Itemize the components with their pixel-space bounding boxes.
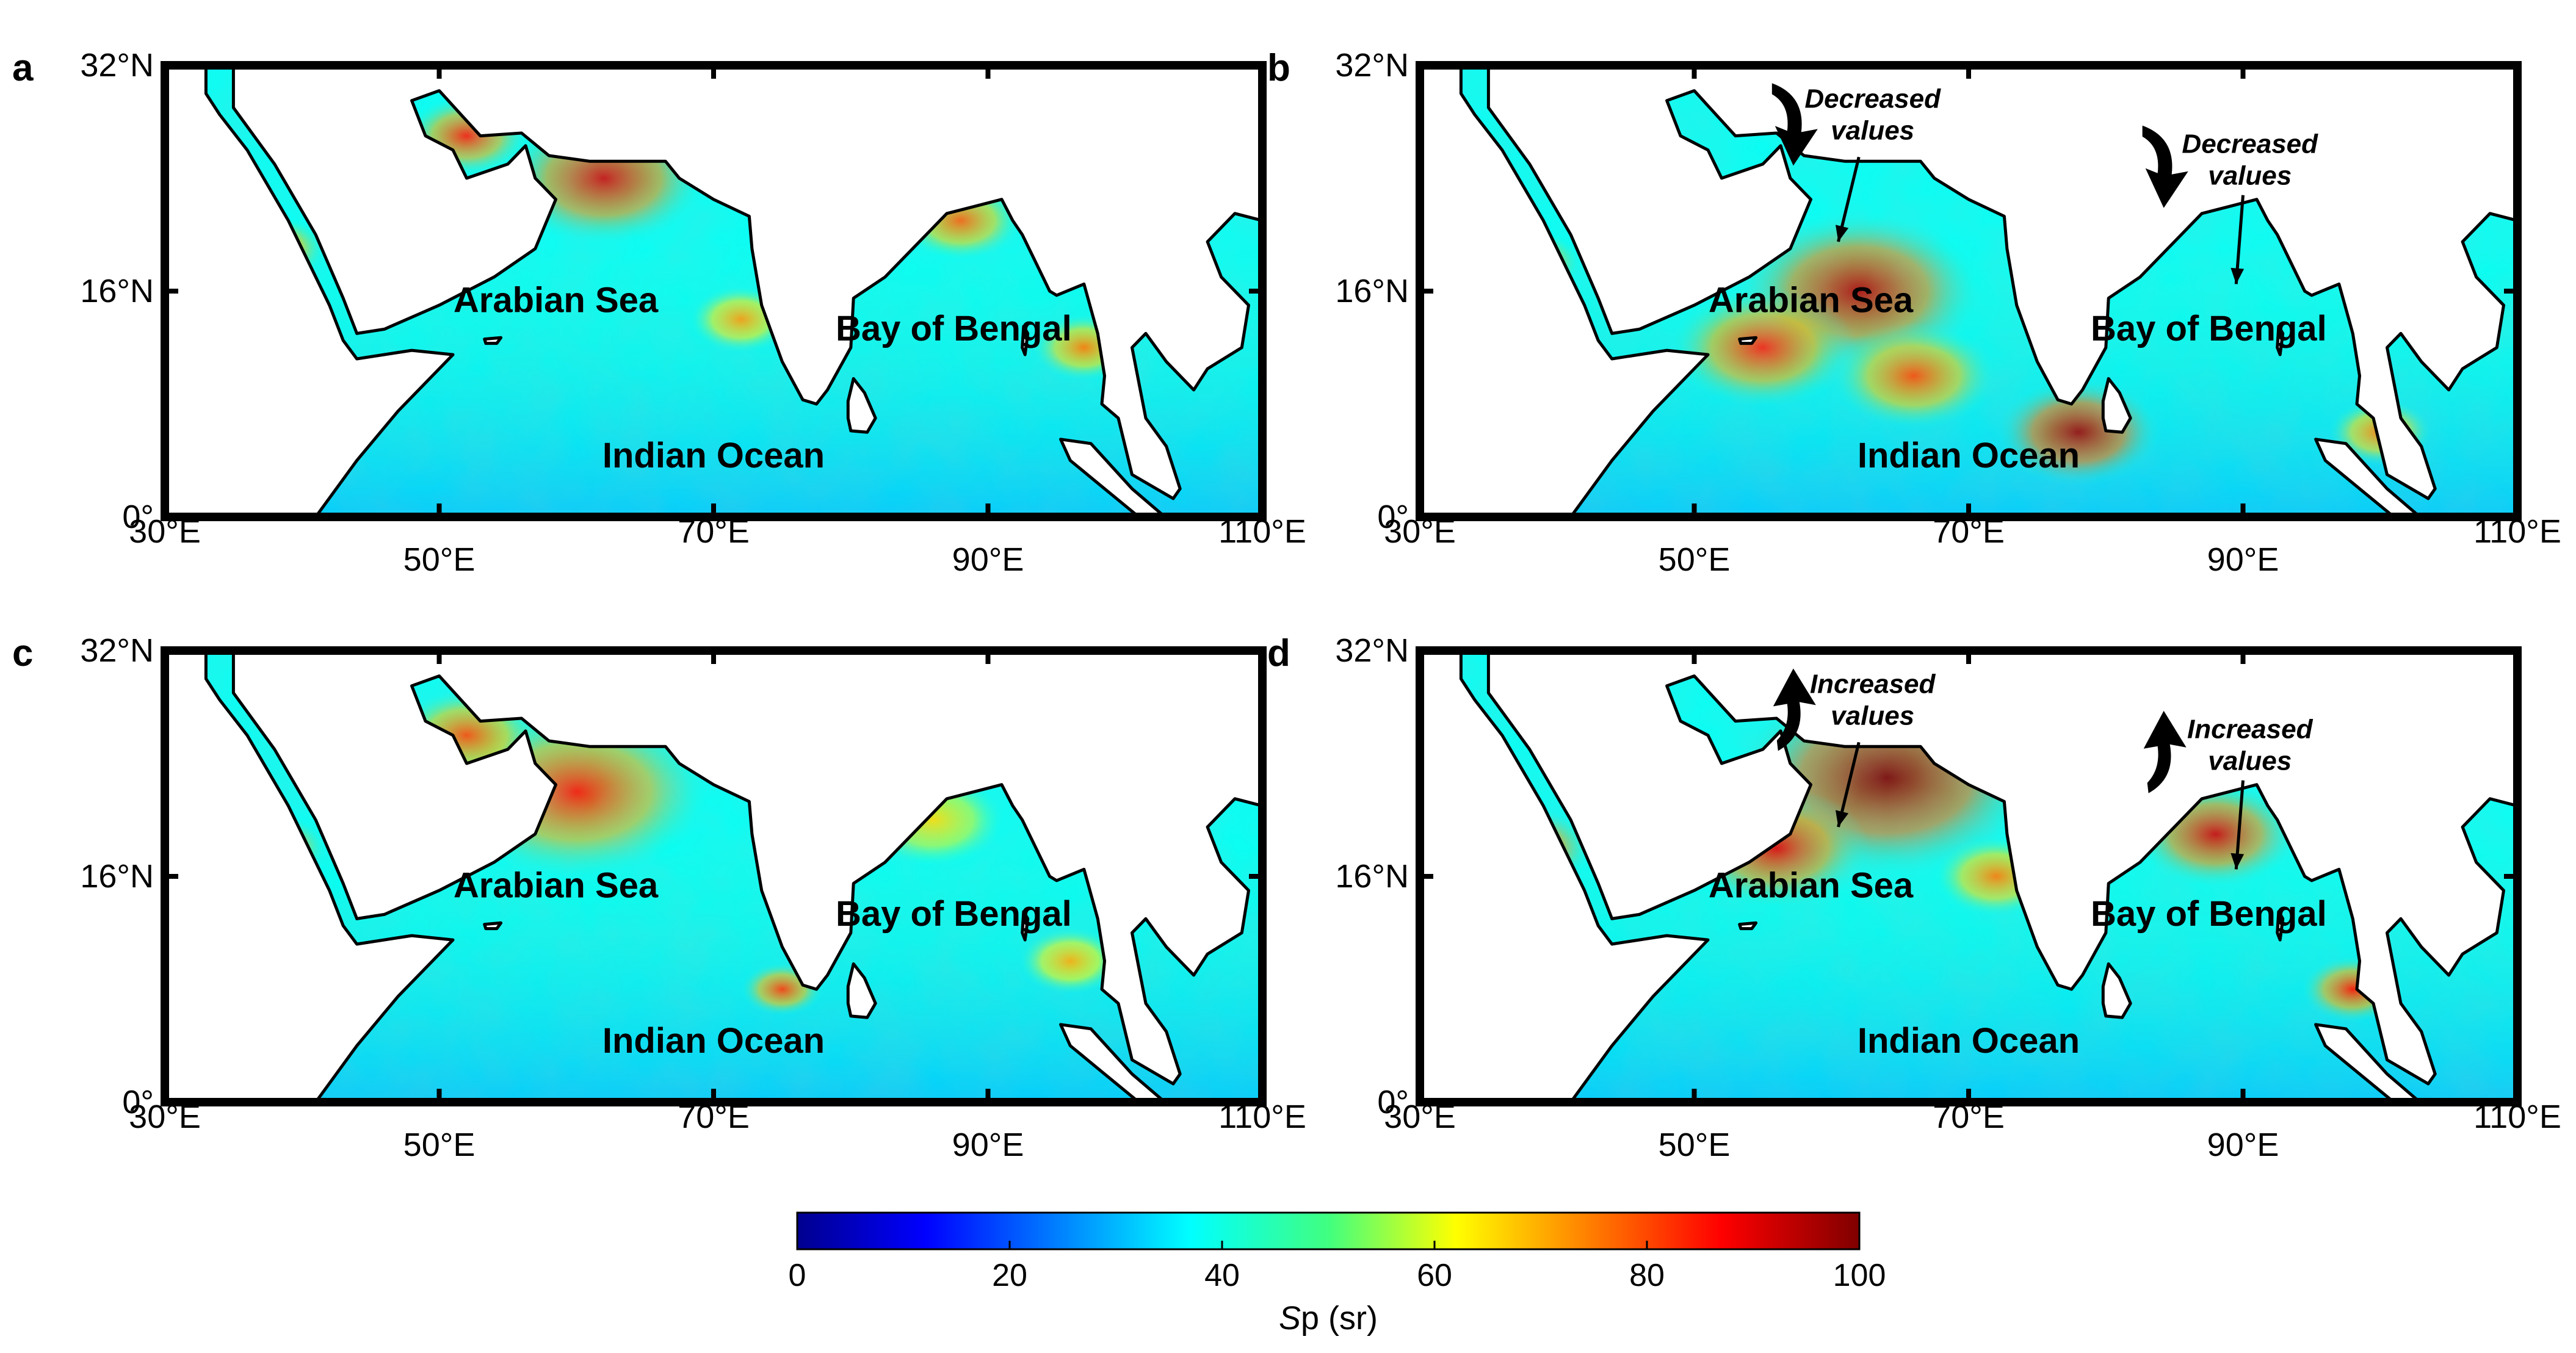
land-coastline <box>1021 325 1030 356</box>
annotation-line2: values <box>2208 161 2292 190</box>
annotation-line1: Decreased <box>2182 129 2318 159</box>
annotation-line1: Increased <box>1810 669 1936 699</box>
colorbar-gradient <box>796 1211 1861 1250</box>
lat-tick-label: 0° <box>1377 1084 1409 1120</box>
land-coastline <box>231 651 1262 1086</box>
lon-tick-label: 90°E <box>2207 1127 2279 1163</box>
sea-label-arabian: Arabian Sea <box>1709 866 1914 906</box>
sea-label-indian: Indian Ocean <box>602 1021 825 1061</box>
panel-letter: b <box>1267 47 1290 89</box>
land-coastline <box>1021 910 1030 942</box>
lon-tick-label: 50°E <box>403 541 476 578</box>
land-coastline <box>1420 65 1710 517</box>
lon-tick-label: 50°E <box>403 1127 476 1163</box>
land-coastline <box>1059 438 1168 517</box>
annotation-arrowhead <box>2230 853 2245 870</box>
land-coastline <box>165 651 455 1102</box>
colorbar: 0 20 40 60 80 100 Sp (sr) <box>789 1211 1886 1337</box>
lon-tick-label: 70°E <box>1933 1099 2005 1135</box>
increase-trend-icon <box>2143 710 2187 793</box>
panel-letter: a <box>12 47 34 89</box>
land-coastline <box>1486 651 2517 1086</box>
lat-tick-label: 16°N <box>1335 273 1409 309</box>
lon-tick-label: 50°E <box>1659 1127 1731 1163</box>
land-coastline <box>2101 377 2132 434</box>
land-coastline <box>483 336 503 345</box>
land-coastline <box>483 921 503 931</box>
land-coastline <box>231 65 1262 500</box>
lat-tick-label: 0° <box>122 499 154 535</box>
annotation-arrowhead <box>1835 810 1849 828</box>
sp-field <box>165 651 1262 1102</box>
land-coastline <box>1059 1023 1168 1102</box>
sea-label-indian: Indian Ocean <box>1858 436 2080 475</box>
sea-label-indian: Indian Ocean <box>1858 1021 2080 1061</box>
panel-letter: d <box>1267 632 1290 674</box>
colorbar-tick-label: 0 <box>789 1258 806 1293</box>
lat-tick-label: 0° <box>122 1084 154 1120</box>
colorbar-tick-label: 80 <box>1629 1258 1665 1293</box>
annotation-arrowhead <box>1835 225 1849 242</box>
land-coastline <box>1486 65 2517 500</box>
land-coastline <box>2276 325 2285 356</box>
land-coastline <box>1420 651 1710 1102</box>
lat-tick-label: 32°N <box>80 632 154 669</box>
sea-label-arabian: Arabian Sea <box>454 866 659 906</box>
sea-label-bengal: Bay of Bengal <box>836 894 1072 934</box>
land-coastline <box>846 962 877 1019</box>
sp-field <box>1420 651 2517 1102</box>
colorbar-label: Sp (sr) <box>1279 1300 1378 1337</box>
panel-letter: c <box>12 632 33 674</box>
lat-tick-label: 32°N <box>1335 632 1409 669</box>
lat-tick-label: 16°N <box>80 273 154 309</box>
sea-label-indian: Indian Ocean <box>602 436 825 475</box>
lon-tick-label: 70°E <box>678 1099 750 1135</box>
lat-tick-label: 0° <box>1377 499 1409 535</box>
colorbar-tick-label: 40 <box>1204 1258 1240 1293</box>
lon-tick-label: 90°E <box>2207 541 2279 578</box>
increase-trend-icon <box>1773 668 1816 751</box>
sp-field <box>1420 65 2517 517</box>
decrease-trend-icon <box>2142 125 2188 208</box>
annotation-line1: Increased <box>2187 714 2314 744</box>
lat-tick-label: 32°N <box>80 47 154 84</box>
map-panel-c: 30°E50°E70°E90°E110°E32°N16°N0°cArabian … <box>12 632 1306 1163</box>
sp-field <box>165 65 1262 517</box>
colorbar-tick-label: 60 <box>1417 1258 1452 1293</box>
colorbar-ticks: 0 20 40 60 80 100 <box>789 1241 1886 1293</box>
lon-tick-label: 90°E <box>952 1127 1024 1163</box>
annotation-line2: values <box>1831 115 1914 145</box>
land-coastline <box>1738 921 1758 931</box>
land-coastline <box>2276 910 2285 942</box>
lat-tick-label: 32°N <box>1335 47 1409 84</box>
colorbar-tick-label: 20 <box>992 1258 1027 1293</box>
lon-tick-label: 70°E <box>1933 513 2005 550</box>
decrease-trend-icon <box>1771 83 1818 166</box>
annotation-arrowhead <box>2230 267 2245 284</box>
land-coastline <box>165 65 455 517</box>
sea-label-bengal: Bay of Bengal <box>836 309 1072 348</box>
lon-tick-label: 50°E <box>1659 541 1731 578</box>
map-panel-a: 30°E50°E70°E90°E110°E32°N16°N0°aArabian … <box>12 47 1306 578</box>
land-coastline <box>2314 1023 2423 1102</box>
lon-tick-label: 90°E <box>952 541 1024 578</box>
map-panel-b: 30°E50°E70°E90°E110°E32°N16°N0°bArabian … <box>1267 47 2561 578</box>
land-coastline <box>1738 336 1758 345</box>
land-coastline <box>2314 438 2423 517</box>
annotation-line2: values <box>1831 701 1914 731</box>
sea-label-arabian: Arabian Sea <box>1709 281 1914 320</box>
annotation-line2: values <box>2208 746 2292 776</box>
sea-label-arabian: Arabian Sea <box>454 281 659 320</box>
sea-label-bengal: Bay of Bengal <box>2091 894 2327 934</box>
colorbar-tick-label: 100 <box>1833 1258 1886 1293</box>
lat-tick-label: 16°N <box>80 858 154 895</box>
sea-label-bengal: Bay of Bengal <box>2091 309 2327 348</box>
land-coastline <box>846 377 877 434</box>
map-panel-d: 30°E50°E70°E90°E110°E32°N16°N0°dArabian … <box>1267 632 2561 1163</box>
lon-tick-label: 70°E <box>678 513 750 550</box>
annotation-line1: Decreased <box>1804 84 1941 114</box>
lat-tick-label: 16°N <box>1335 858 1409 895</box>
land-coastline <box>2101 962 2132 1019</box>
